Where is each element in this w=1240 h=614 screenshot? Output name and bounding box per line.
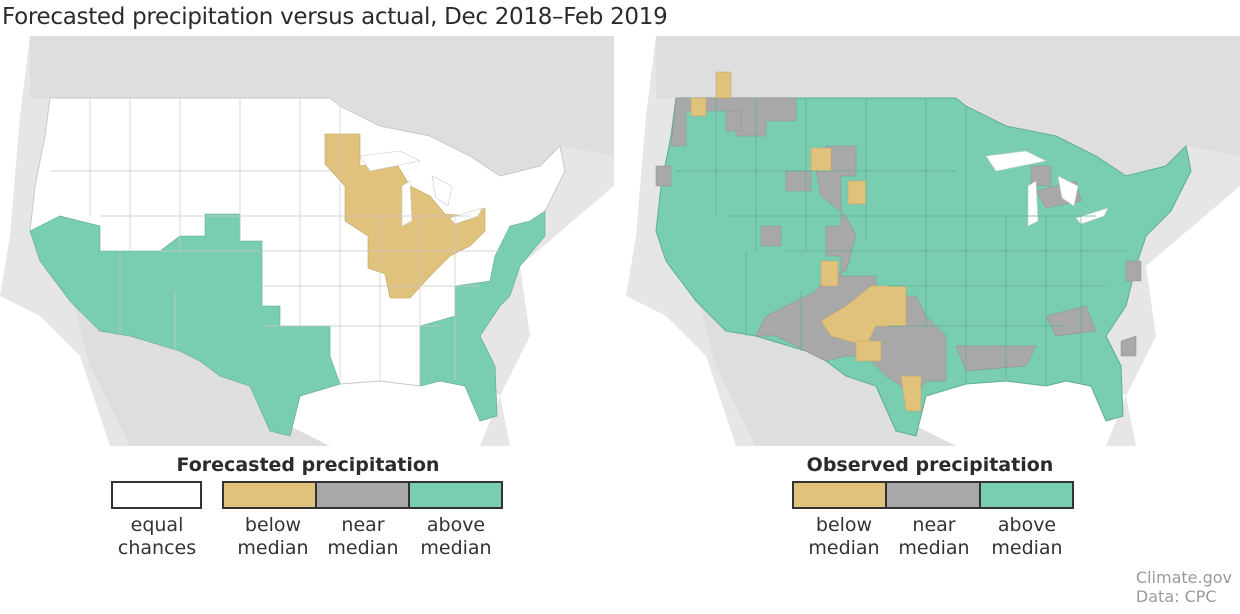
observed-legend-title: Observed precipitation — [806, 454, 1054, 476]
observed-below-median — [690, 71, 922, 412]
legend-label-above-median: above median — [977, 514, 1077, 560]
state-borders — [676, 98, 1126, 386]
legend-label-line1: near — [341, 514, 385, 536]
canada — [656, 36, 1240, 176]
forecast-legend-swatch-row — [222, 481, 503, 509]
legend-label-near-median: near median — [313, 514, 413, 560]
legend-swatch-above-median — [980, 483, 1072, 507]
observed-legend-swatch-row — [792, 481, 1074, 509]
legend-label-line1: below — [815, 514, 873, 536]
credit-source: Climate.gov — [1135, 568, 1232, 587]
legend-label-line1: near — [912, 514, 956, 536]
legend-label-line1: above — [426, 514, 486, 536]
lake-huron — [1057, 175, 1079, 207]
pacific-ocean-south — [0, 296, 110, 446]
observed-map — [626, 36, 1240, 446]
legend-swatch-below-median — [224, 483, 317, 507]
legend-label-line2: median — [898, 537, 970, 559]
legend-label-line2: chances — [117, 537, 197, 559]
lake-superior — [359, 150, 421, 172]
state-borders — [50, 98, 500, 386]
forecast-above-median-east — [419, 210, 546, 422]
forecast-map-svg — [0, 36, 614, 446]
credit-data: Data: CPC — [1135, 587, 1217, 606]
pacific-ocean-south — [626, 296, 736, 446]
lake-superior — [985, 150, 1047, 172]
legend-label-line2: median — [808, 537, 880, 559]
credit: Climate.gov Data: CPC — [1136, 568, 1232, 606]
atlantic-ocean — [500, 186, 614, 446]
legend-swatch-below-median — [794, 483, 888, 507]
legend-label-near-median: near median — [884, 514, 984, 560]
legend-label-line2: median — [991, 537, 1063, 559]
legend-label-above-median: above median — [406, 514, 506, 560]
legend-label-below-median: below median — [794, 514, 894, 560]
lake-michigan — [401, 180, 413, 227]
legend-label-equal-chances: equal chances — [107, 514, 207, 560]
forecast-legend-title: Forecasted precipitation — [176, 454, 440, 476]
legend-label-line2: median — [420, 537, 492, 559]
legend-swatch-equal-chances — [111, 481, 202, 509]
forecast-map — [0, 36, 614, 446]
legend-swatch-near-median — [317, 483, 410, 507]
legend-swatch-near-median — [887, 483, 981, 507]
legend-label-line2: median — [237, 537, 309, 559]
lake-michigan — [1027, 180, 1039, 227]
legend-label-line1: equal — [130, 514, 184, 536]
observed-map-svg — [626, 36, 1240, 446]
pacific-ocean — [0, 36, 30, 296]
legend-label-line1: above — [997, 514, 1057, 536]
pacific-ocean — [626, 36, 656, 296]
lake-huron — [431, 175, 453, 207]
canada — [30, 36, 614, 176]
legend-label-line2: median — [327, 537, 399, 559]
legend-swatch-above-median — [410, 483, 501, 507]
atlantic-ocean — [1126, 186, 1240, 446]
legend-label-below-median: below median — [223, 514, 323, 560]
page-title: Forecasted precipitation versus actual, … — [2, 4, 668, 30]
legend-label-line1: below — [244, 514, 302, 536]
